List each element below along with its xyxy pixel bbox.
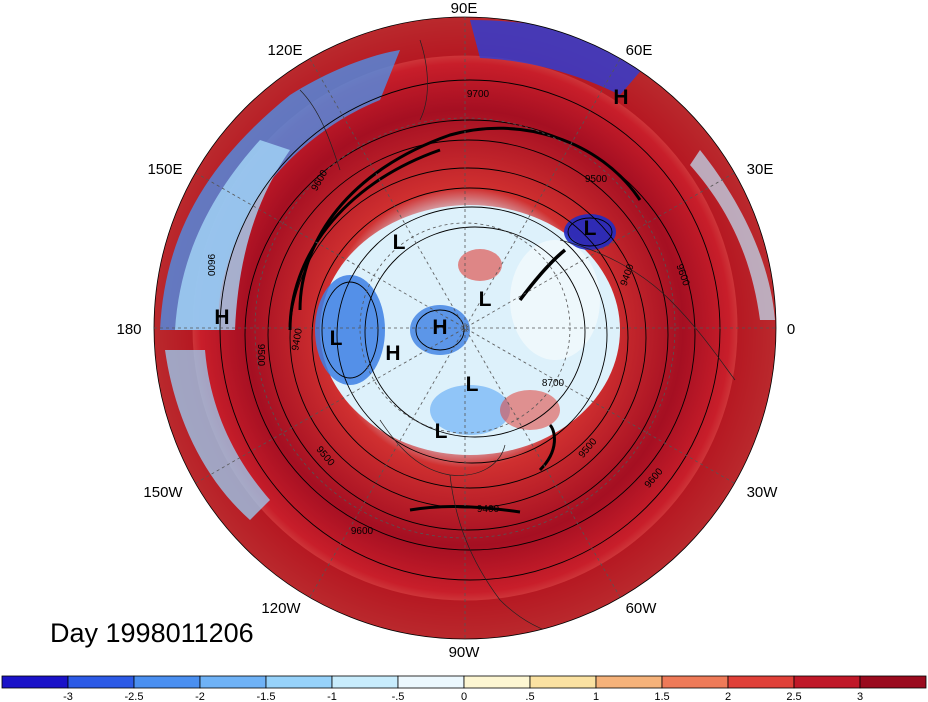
low-marker: L [584,217,597,240]
colorbar-tick-label: -2.5 [125,691,144,702]
lon-label-30e: 30E [747,161,774,178]
colorbar-box [859,675,927,689]
low-marker: L [466,373,479,396]
contour-label: 9500 [255,344,266,367]
pressure-centers: H L H L L H H L L L [214,86,628,443]
colorbar-box [199,675,267,689]
lon-label-150e: 150E [147,161,182,178]
graticule [153,16,777,640]
contour-label: 9600 [351,526,374,537]
low-marker: L [330,327,343,350]
colorbar-tick-label: 1 [593,691,599,702]
colorbar-tick-label: -1 [327,691,337,702]
contour-label: 9400 [290,327,305,351]
contour-label: 9400 [477,504,500,515]
colorbar-tick-label: -1.5 [257,691,276,702]
low-marker: L [435,420,448,443]
lon-label-90w: 90W [449,644,481,660]
high-marker: H [385,342,400,365]
contour-label: 9700 [467,89,490,100]
lon-label-0: 0 [787,321,795,338]
colorbar-tick-label: 0 [461,691,467,702]
colorbar-box [595,675,663,689]
colorbar-box [463,675,531,689]
lon-label-30w: 30W [747,484,779,501]
lon-label-150w: 150W [143,484,183,501]
lon-label-180: 180 [116,321,141,338]
lon-label-120e: 120E [267,42,302,59]
colorbar-tick-label: .5 [525,691,534,702]
colorbar-box [661,675,729,689]
polar-map: 90E 60E 30E 0 30W 60W 90W 120W 150W 180 … [116,0,795,660]
lon-label-90e: 90E [451,0,478,17]
low-marker: L [479,288,492,311]
contour-label: 9600 [205,254,216,277]
high-marker: H [432,316,447,339]
date-title: Day 1998011206 [50,618,254,648]
colorbar-boxes [1,675,927,689]
colorbar-box [727,675,795,689]
low-marker: L [393,231,406,254]
contour-label: 8700 [542,378,565,389]
colorbar-tick-label: 2.5 [786,691,801,702]
longitude-labels: 90E 60E 30E 0 30W 60W 90W 120W 150W 180 … [116,0,795,660]
colorbar-tick-label: 3 [857,691,863,702]
colorbar-tick-label: 1.5 [654,691,669,702]
colorbar-box [133,675,201,689]
colorbar-tick-label: -3 [63,691,73,702]
coastlines [299,39,736,636]
colorbar-box [529,675,597,689]
high-marker: H [214,306,229,329]
lon-label-60w: 60W [626,600,658,617]
colorbar-box [331,675,399,689]
high-marker: H [613,86,628,109]
contour-label: 9500 [585,174,608,185]
lon-label-60e: 60E [626,42,653,59]
colorbar-box [67,675,135,689]
colorbar-box [265,675,333,689]
lon-label-120w: 120W [261,600,301,617]
colorbar-box [793,675,861,689]
colorbar-ticks: -3 -2.5 -2 -1.5 -1 -.5 0 .5 1 1.5 2 2.5 3 [63,691,863,702]
colorbar-tick-label: -2 [195,691,205,702]
colorbar-box [397,675,465,689]
colorbar-tick-label: 2 [725,691,731,702]
colorbar-tick-label: -.5 [392,691,405,702]
shaded-field [154,17,776,639]
colorbar-box [1,675,69,689]
